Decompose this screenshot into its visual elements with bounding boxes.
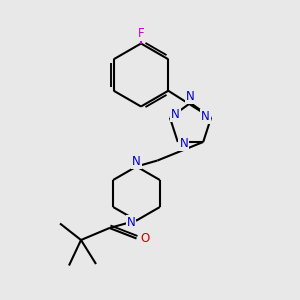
Text: N: N — [201, 110, 210, 123]
Text: O: O — [140, 232, 149, 245]
Text: N: N — [179, 137, 188, 150]
Text: N: N — [127, 215, 136, 229]
Text: F: F — [138, 27, 144, 40]
Text: N: N — [186, 90, 195, 104]
Text: N: N — [171, 108, 180, 121]
Text: N: N — [132, 154, 141, 168]
